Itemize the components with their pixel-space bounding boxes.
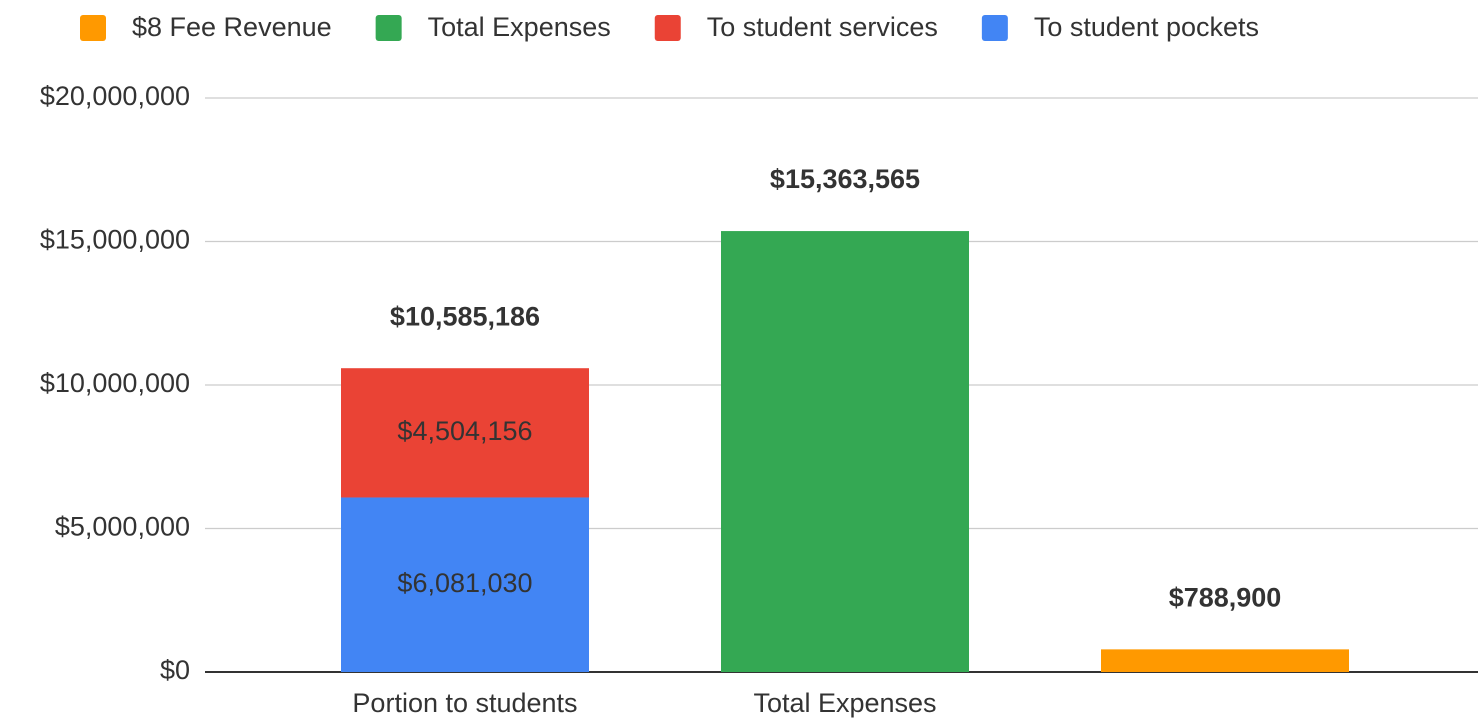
x-tick-label: Portion to students xyxy=(352,688,577,718)
bar-segment xyxy=(1101,649,1349,672)
bar-segment xyxy=(341,497,589,672)
y-tick-label: $10,000,000 xyxy=(40,368,190,398)
y-tick-label: $20,000,000 xyxy=(40,81,190,111)
legend-swatch xyxy=(981,15,1008,41)
legend-label: Total Expenses xyxy=(428,12,611,42)
total-label: $15,363,565 xyxy=(770,164,920,194)
legend-swatch xyxy=(375,15,402,41)
data-label: $6,081,030 xyxy=(397,568,532,598)
x-tick-label: Total Expenses xyxy=(753,688,936,718)
y-tick-label: $5,000,000 xyxy=(55,512,190,542)
legend-label: To student services xyxy=(707,12,938,42)
total-label: $10,585,186 xyxy=(390,301,540,331)
bar-segment xyxy=(721,231,969,673)
legend-swatch xyxy=(80,15,106,41)
y-tick-label: $0 xyxy=(160,655,190,685)
total-label: $788,900 xyxy=(1169,582,1282,612)
bar-segment xyxy=(341,368,589,498)
y-tick-label: $15,000,000 xyxy=(40,225,190,255)
legend-swatch xyxy=(654,15,681,41)
legend-label: $8 Fee Revenue xyxy=(132,12,332,42)
legend-label: To student pockets xyxy=(1034,12,1259,42)
data-label: $4,504,156 xyxy=(397,416,532,446)
